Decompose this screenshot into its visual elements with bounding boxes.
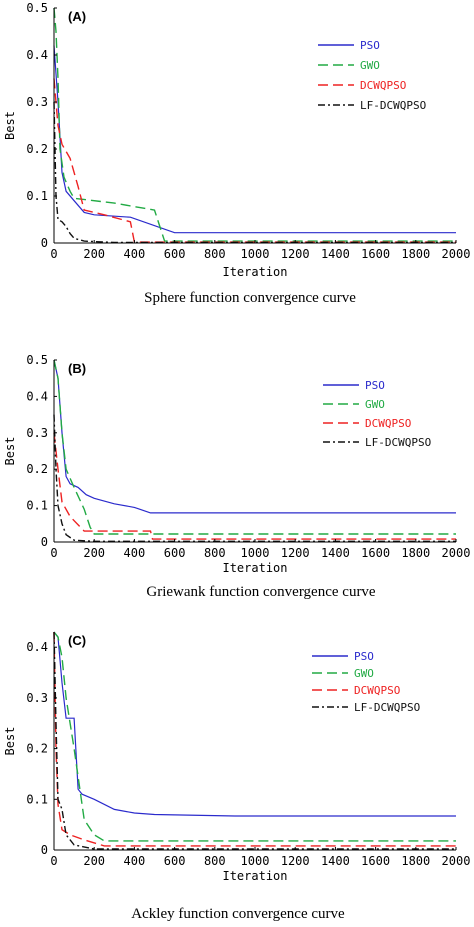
y-tick-label: 0.5	[26, 1, 48, 15]
x-axis-title: Iteration	[222, 561, 287, 575]
x-tick-label: 1400	[321, 546, 350, 560]
y-tick-label: 0.4	[26, 48, 48, 62]
x-tick-label: 1200	[281, 247, 310, 261]
y-tick-label: 0.3	[26, 426, 48, 440]
panel-label: (B)	[68, 361, 86, 376]
series-line-dcwqpso	[53, 631, 456, 847]
series-line-gwo	[53, 359, 456, 535]
figure-caption: Ackley function convergence curve	[131, 906, 345, 922]
series-line-dcwqpso	[53, 78, 456, 243]
x-tick-label: 2000	[442, 546, 471, 560]
series-line-gwo	[53, 7, 456, 242]
y-tick-label: 0.4	[26, 389, 48, 403]
chart-panel-1: 0 200 400 600 800 1000 1200 1400 1600 1800 2000 0 0.…	[3, 353, 470, 600]
y-tick-label: 0	[41, 535, 48, 549]
y-axis-title: Best	[3, 437, 17, 466]
x-tick-label: 600	[164, 854, 186, 868]
x-tick-label: 600	[164, 546, 186, 560]
figure-caption: Griewank function convergence curve	[146, 584, 376, 600]
x-tick-label: 1600	[361, 247, 390, 261]
panel-label: (C)	[68, 633, 86, 648]
legend-label: PSO	[354, 650, 374, 663]
x-tick-label: 1400	[321, 247, 350, 261]
x-tick-label: 1400	[321, 854, 350, 868]
legend-label: GWO	[365, 398, 385, 411]
x-tick-label: 0	[50, 546, 57, 560]
y-tick-label: 0.2	[26, 462, 48, 476]
x-tick-label: 0	[50, 247, 57, 261]
chart-panel-2: 0 200 400 600 800 1000 1200 1400 1600 1800 2000 0 0.…	[3, 631, 471, 922]
legend-label: PSO	[365, 379, 385, 392]
legend-label: LF-DCWQPSO	[354, 701, 420, 714]
y-tick-label: 0	[41, 236, 48, 250]
series-line-gwo	[53, 631, 456, 842]
legend-label: DCWQPSO	[354, 684, 400, 697]
legend-label: PSO	[360, 39, 380, 52]
x-tick-label: 2000	[442, 247, 471, 261]
series-line-lf-dcwqpso	[53, 101, 456, 244]
x-tick-label: 400	[124, 247, 146, 261]
y-tick-label: 0.1	[26, 189, 48, 203]
series-line-pso	[53, 45, 456, 234]
y-tick-label: 0.2	[26, 142, 48, 156]
y-tick-label: 0.5	[26, 353, 48, 367]
series-line-pso	[53, 631, 456, 817]
x-tick-label: 1000	[241, 854, 270, 868]
x-tick-label: 800	[204, 247, 226, 261]
legend-label: GWO	[360, 59, 380, 72]
series-line-dcwqpso	[53, 432, 456, 540]
y-axis-title: Best	[3, 727, 17, 756]
legend-label: DCWQPSO	[365, 417, 411, 430]
x-tick-label: 400	[124, 854, 146, 868]
y-tick-label: 0.4	[26, 640, 48, 654]
x-tick-label: 1800	[401, 247, 430, 261]
series-line-lf-dcwqpso	[53, 631, 456, 850]
y-tick-label: 0.3	[26, 95, 48, 109]
y-tick-label: 0.2	[26, 742, 48, 756]
x-tick-label: 200	[83, 546, 105, 560]
y-tick-label: 0.1	[26, 792, 48, 806]
series-line-lf-dcwqpso	[53, 414, 456, 542]
x-tick-label: 1200	[281, 546, 310, 560]
x-axis-title: Iteration	[222, 869, 287, 883]
x-tick-label: 200	[83, 854, 105, 868]
x-tick-label: 1600	[361, 854, 390, 868]
x-tick-label: 1800	[401, 546, 430, 560]
y-tick-label: 0.3	[26, 691, 48, 705]
legend-label: LF-DCWQPSO	[360, 99, 426, 112]
legend-label: LF-DCWQPSO	[365, 436, 431, 449]
x-tick-label: 1800	[401, 854, 430, 868]
y-tick-label: 0	[41, 843, 48, 857]
x-tick-label: 800	[204, 854, 226, 868]
x-tick-label: 2000	[442, 854, 471, 868]
x-tick-label: 0	[50, 854, 57, 868]
figure-caption: Sphere function convergence curve	[144, 290, 356, 306]
x-axis-title: Iteration	[222, 265, 287, 279]
panel-label: (A)	[68, 9, 86, 24]
legend-label: DCWQPSO	[360, 79, 406, 92]
x-tick-label: 1000	[241, 247, 270, 261]
x-tick-label: 800	[204, 546, 226, 560]
chart-panel-0: 0 200 400 600 800 1000 1200 1400 1600 1800 2000 0 0.…	[3, 1, 470, 306]
legend-label: GWO	[354, 667, 374, 680]
x-tick-label: 200	[83, 247, 105, 261]
x-tick-label: 1600	[361, 546, 390, 560]
y-tick-label: 0.1	[26, 499, 48, 513]
x-tick-label: 600	[164, 247, 186, 261]
x-tick-label: 1200	[281, 854, 310, 868]
y-axis-title: Best	[3, 111, 17, 140]
x-tick-label: 400	[124, 546, 146, 560]
x-tick-label: 1000	[241, 546, 270, 560]
